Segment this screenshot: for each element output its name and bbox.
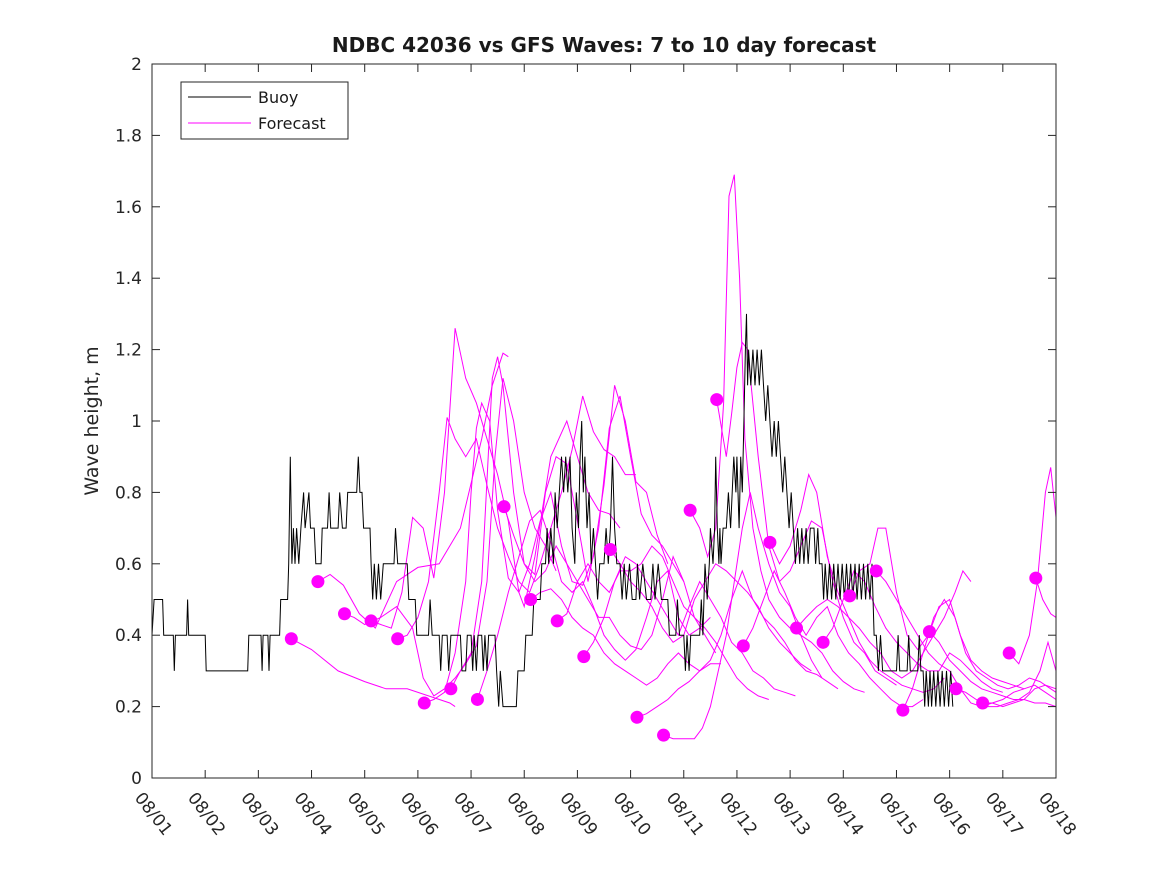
legend: Buoy Forecast — [180, 81, 349, 140]
forecast-line-12 — [583, 555, 796, 697]
forecast-line-18 — [742, 569, 924, 708]
forecast-start-point-6 — [417, 696, 431, 710]
y-tick-label: 1.6 — [115, 198, 142, 218]
forecast-line-4 — [370, 328, 621, 629]
forecast-line-16 — [689, 174, 865, 693]
forecast-start-point-10 — [524, 593, 538, 606]
forecast-line-29 — [1035, 577, 1057, 618]
forecast-start-point-2 — [311, 575, 325, 589]
forecast-line-27 — [982, 684, 1057, 708]
y-tick-label: 0.2 — [115, 698, 142, 718]
forecast-line-21 — [822, 569, 1003, 693]
legend-box — [180, 81, 349, 140]
forecast-start-point-13 — [603, 543, 617, 557]
forecast-start-point-9 — [497, 500, 511, 514]
forecast-start-point-3 — [337, 607, 351, 621]
series-layer — [151, 174, 1057, 742]
forecast-line-5 — [397, 395, 636, 640]
forecast-start-point-12 — [577, 650, 591, 664]
forecast-line-15 — [663, 492, 823, 740]
forecast-start-point-29 — [1029, 571, 1043, 585]
forecast-start-point-7 — [444, 682, 458, 696]
forecast-start-point-21 — [816, 635, 830, 649]
forecast-start-point-16 — [683, 503, 697, 517]
forecast-line-26 — [955, 640, 1057, 708]
y-tick-label: 1.8 — [115, 126, 142, 146]
y-tick-label: 0.6 — [115, 555, 142, 575]
y-axis-label: Wave height, m — [81, 346, 103, 495]
chart-title: NDBC 42036 vs GFS Waves: 7 to 10 day for… — [332, 33, 877, 57]
y-tick-label: 1.4 — [115, 269, 142, 289]
forecast-line-8 — [476, 509, 711, 700]
forecast-start-point-26 — [949, 682, 963, 696]
y-tick-label: 0 — [131, 769, 142, 789]
forecast-line-14 — [636, 569, 839, 718]
legend-forecast-label: Forecast — [258, 114, 326, 133]
forecast-start-point-28 — [1002, 646, 1016, 660]
forecast-start-point-19 — [763, 535, 777, 549]
forecast-line-11 — [556, 545, 769, 700]
y-tick-label: 0.4 — [115, 626, 142, 646]
forecast-start-point-27 — [976, 696, 990, 710]
plot-background — [152, 64, 1056, 778]
y-tick-label: 0.8 — [115, 483, 142, 503]
forecast-start-point-14 — [630, 710, 644, 724]
forecast-start-point-24 — [896, 703, 910, 717]
forecast-start-point-15 — [657, 728, 671, 742]
forecast-line-23 — [875, 570, 1057, 708]
forecast-line-20 — [796, 569, 972, 679]
forecast-line-25 — [929, 631, 1057, 708]
forecast-start-point-20 — [789, 621, 803, 635]
forecast-line-1 — [291, 638, 456, 708]
forecast-start-point-22 — [843, 589, 857, 603]
forecast-start-point-23 — [869, 564, 883, 578]
forecast-start-point-5 — [391, 632, 405, 646]
forecast-start-point-17 — [710, 393, 724, 407]
plot-area — [151, 64, 1057, 778]
forecast-start-point-8 — [470, 692, 484, 706]
forecast-line-13 — [609, 549, 812, 672]
forecast-start-point-18 — [736, 639, 750, 653]
legend-buoy-label: Buoy — [258, 88, 298, 107]
forecast-start-point-1 — [284, 632, 298, 646]
y-tick-label: 1.2 — [115, 341, 142, 361]
forecast-line-9 — [503, 506, 717, 654]
buoy-line — [151, 313, 954, 708]
y-tick-label: 2 — [131, 55, 142, 75]
forecast-start-point-25 — [922, 625, 936, 639]
forecast-line-19 — [769, 473, 945, 693]
forecast-line-22 — [849, 527, 1025, 690]
forecast-start-point-4 — [364, 614, 378, 628]
y-tick-label: 1 — [131, 412, 142, 432]
forecast-start-point-11 — [550, 614, 564, 628]
